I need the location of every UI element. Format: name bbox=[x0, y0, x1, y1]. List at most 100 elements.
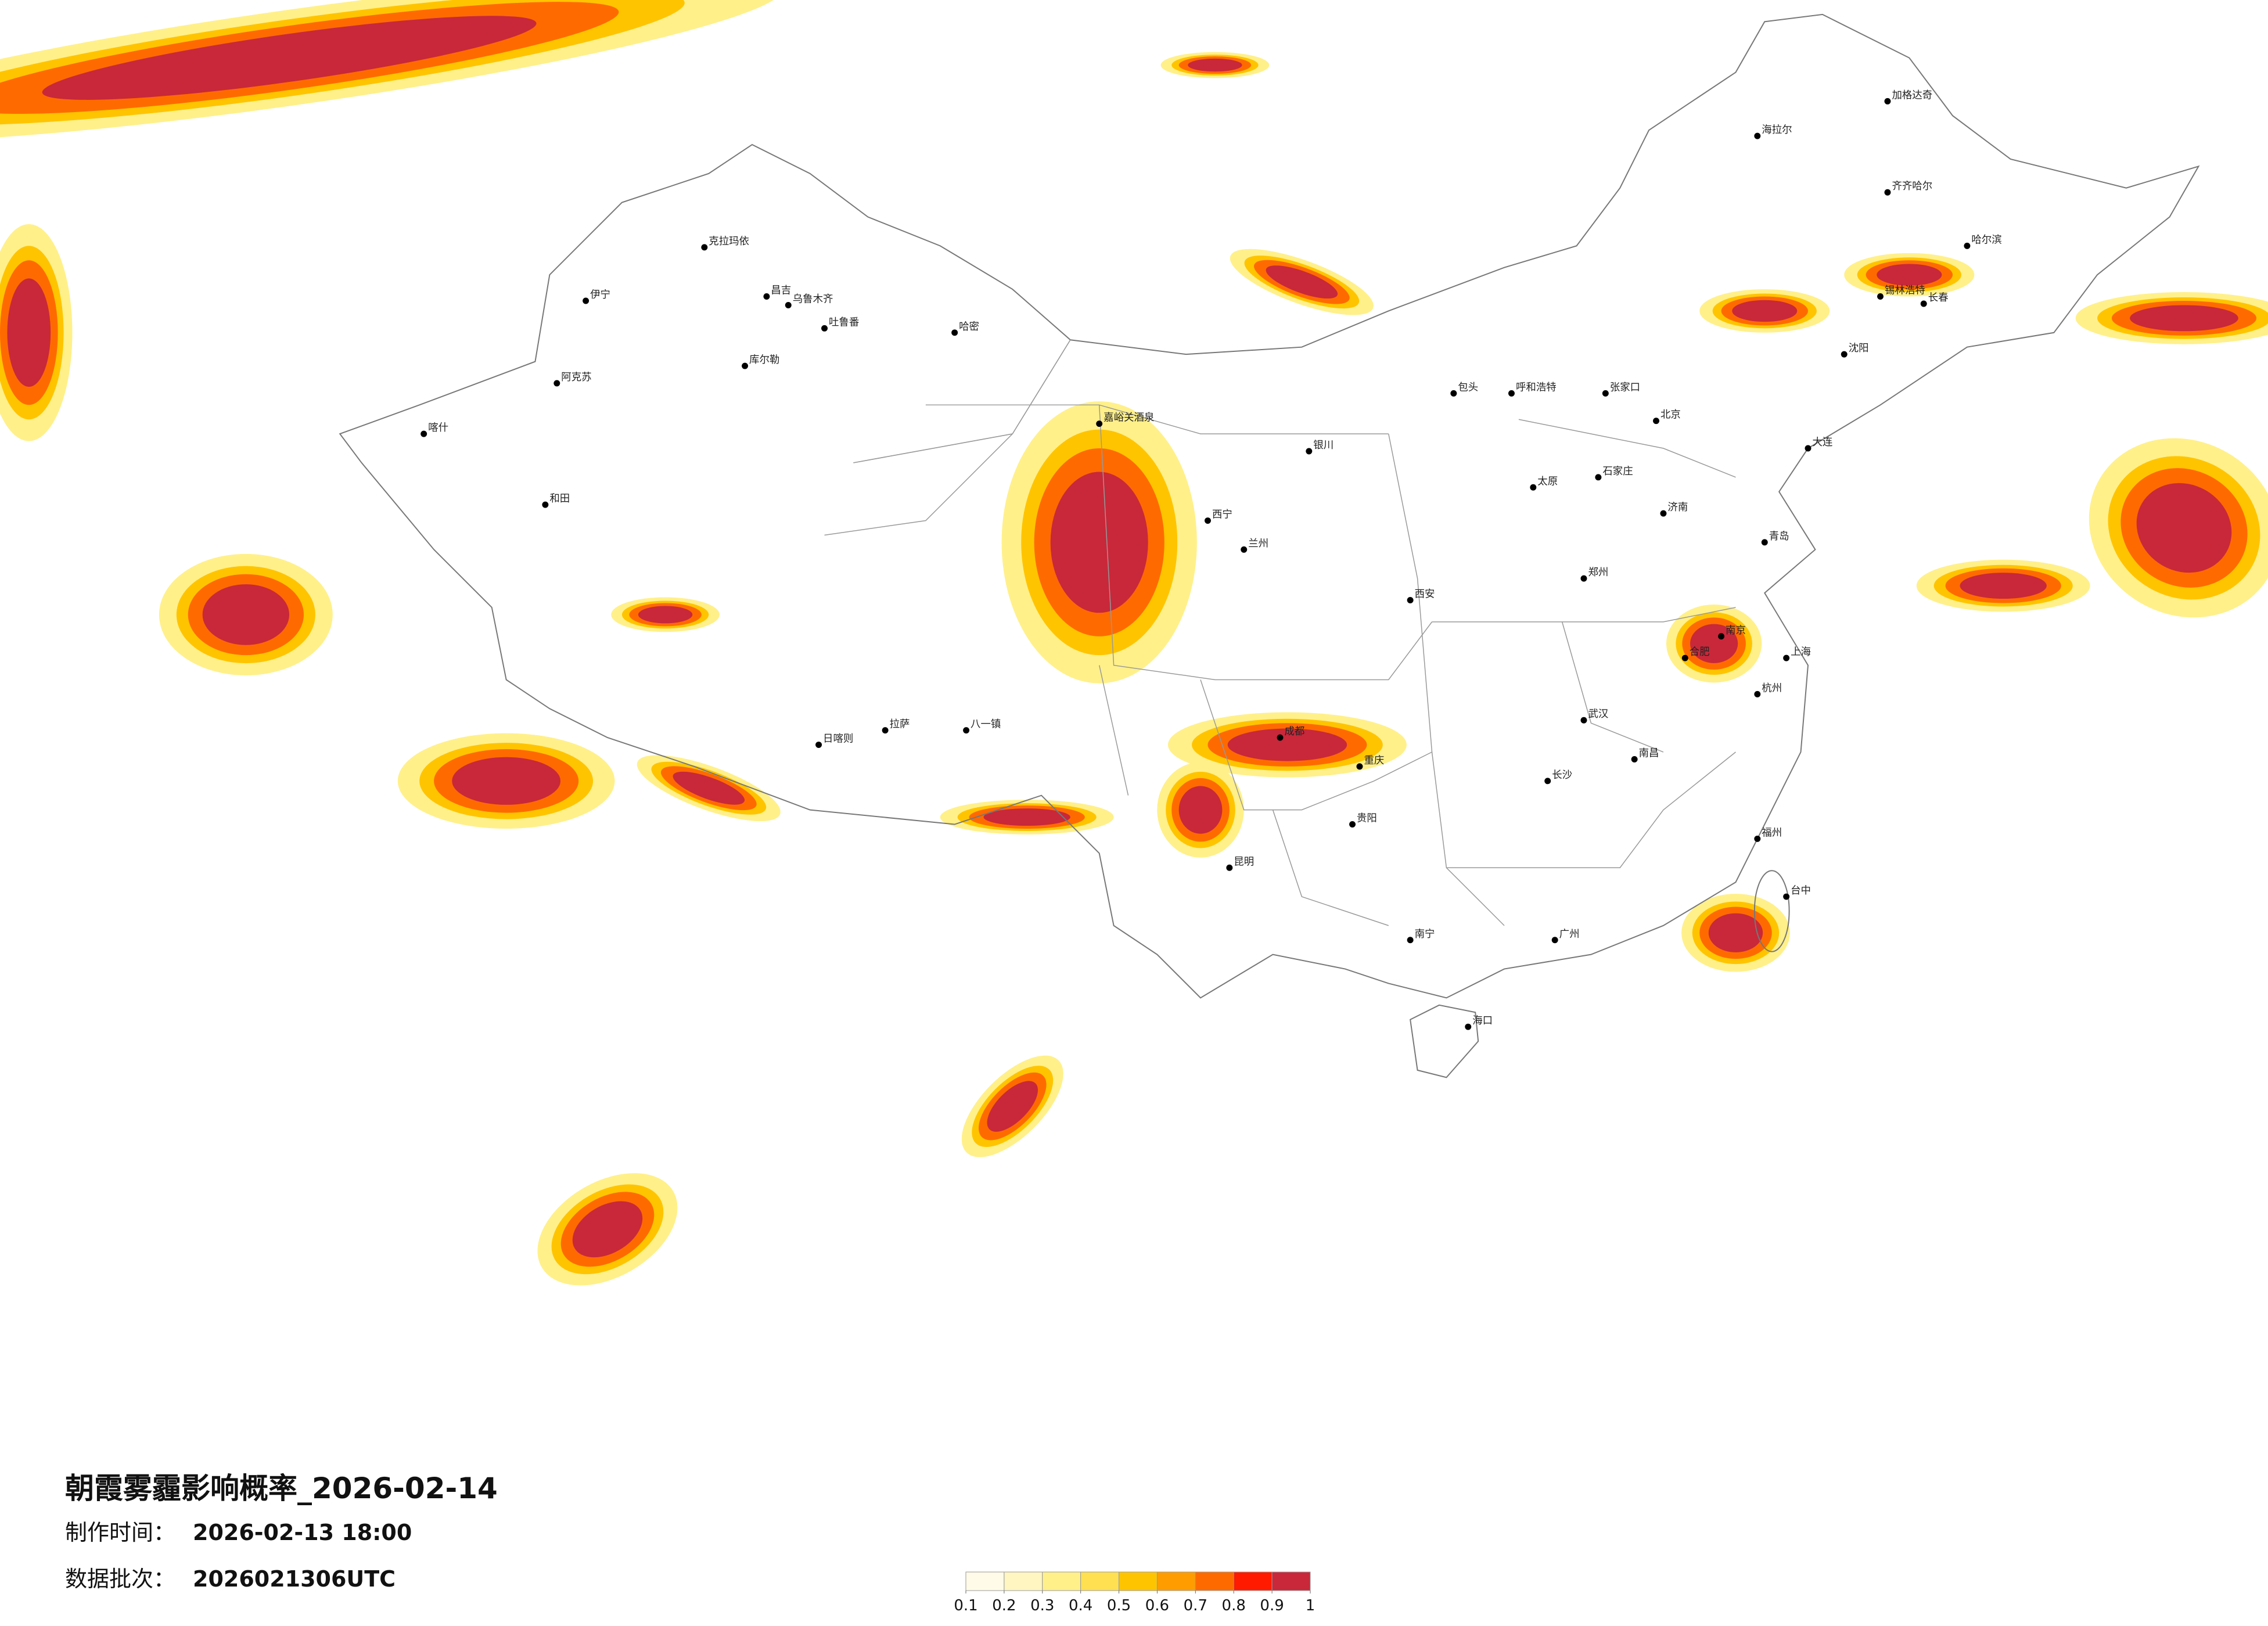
city-label: 包头 bbox=[1458, 382, 1478, 393]
city-dot bbox=[1602, 390, 1609, 397]
city-dot bbox=[1407, 597, 1414, 603]
city-dot bbox=[542, 501, 549, 508]
city-dot bbox=[882, 727, 889, 734]
legend-tick-label: 0.2 bbox=[992, 1597, 1016, 1614]
probability-field bbox=[0, 0, 2268, 1286]
probability-blob bbox=[987, 1081, 1038, 1132]
city-label: 长春 bbox=[1928, 292, 1949, 304]
city-dot bbox=[1096, 420, 1103, 427]
city-label: 杭州 bbox=[1762, 682, 1782, 694]
city-label: 北京 bbox=[1660, 409, 1681, 421]
city-dot bbox=[1718, 633, 1725, 640]
city-label: 长沙 bbox=[1552, 769, 1572, 781]
city-label: 南宁 bbox=[1415, 929, 1435, 940]
city-label: 上海 bbox=[1791, 646, 1811, 658]
legend-tick-label: 0.8 bbox=[1222, 1597, 1246, 1614]
hainan-border bbox=[1410, 1004, 1479, 1078]
probability-blob bbox=[452, 757, 561, 805]
city-dot bbox=[1241, 546, 1248, 553]
city-dot bbox=[420, 430, 427, 437]
city-label: 伊宁 bbox=[590, 289, 610, 301]
city-label: 武汉 bbox=[1588, 708, 1608, 720]
city-dot bbox=[1805, 445, 1811, 452]
city-label: 阿克苏 bbox=[561, 372, 591, 383]
city-dot bbox=[1631, 756, 1638, 762]
city-dot bbox=[1761, 539, 1768, 546]
city-label: 加格达奇 bbox=[1892, 89, 1932, 101]
probability-blob bbox=[572, 1201, 643, 1258]
city-label: 沈阳 bbox=[1849, 343, 1869, 354]
city-label: 济南 bbox=[1667, 502, 1688, 513]
city-label: 嘉峪关酒泉 bbox=[1104, 412, 1154, 424]
city-dot bbox=[1783, 654, 1790, 661]
city-label: 和田 bbox=[549, 493, 570, 505]
city-label: 呼和浩特 bbox=[1516, 382, 1557, 393]
legend-tick-label: 1 bbox=[1306, 1597, 1315, 1614]
city-dot bbox=[1580, 717, 1587, 724]
legend-swatch bbox=[1271, 1571, 1311, 1591]
city-dot bbox=[1595, 474, 1602, 481]
city-dot bbox=[1653, 418, 1659, 425]
city-label: 银川 bbox=[1313, 440, 1334, 451]
city-dot bbox=[1754, 835, 1761, 842]
city-dot bbox=[1580, 575, 1587, 582]
province-borders bbox=[824, 339, 1736, 926]
probability-blob bbox=[202, 584, 290, 645]
city-dot bbox=[1407, 937, 1414, 944]
city-dot bbox=[763, 293, 770, 300]
legend-tick-label: 0.3 bbox=[1030, 1597, 1054, 1614]
city-dot bbox=[1205, 517, 1211, 524]
legend-tick-label: 0.4 bbox=[1069, 1597, 1092, 1614]
legend: 0.1 0.2 0.3 0.4 0.5 0.6 0.7 0.8 0.9 1 bbox=[954, 1571, 1315, 1614]
city-dot bbox=[1884, 189, 1891, 196]
production-label: 制作时间： bbox=[65, 1520, 175, 1545]
probability-blob bbox=[673, 771, 745, 805]
city-label: 南京 bbox=[1726, 625, 1746, 636]
probability-blob bbox=[1178, 786, 1223, 834]
legend-tick-label: 0.1 bbox=[954, 1597, 977, 1614]
city-dot bbox=[1465, 1023, 1472, 1030]
city-dot bbox=[553, 380, 560, 387]
city-label: 库尔勒 bbox=[749, 354, 779, 366]
probability-blob bbox=[1690, 624, 1738, 663]
city-dot bbox=[1508, 390, 1515, 397]
city-dot bbox=[1964, 242, 1971, 249]
probability-blob bbox=[42, 16, 537, 100]
city-label: 大连 bbox=[1812, 437, 1832, 448]
city-label: 台中 bbox=[1791, 885, 1811, 897]
city-label: 重庆 bbox=[1364, 755, 1384, 767]
city-dot bbox=[1754, 132, 1761, 139]
legend-swatch bbox=[1004, 1571, 1043, 1591]
city-label: 锡林浩特 bbox=[1885, 285, 1925, 297]
legend-tick-label: 0.7 bbox=[1184, 1597, 1207, 1614]
city-dot bbox=[1783, 893, 1790, 900]
city-label: 福州 bbox=[1762, 827, 1782, 839]
city-label: 齐齐哈尔 bbox=[1892, 181, 1932, 192]
legend-swatch bbox=[1042, 1571, 1081, 1591]
city-dot bbox=[821, 325, 828, 332]
probability-blob bbox=[2130, 305, 2238, 332]
city-label: 广州 bbox=[1559, 929, 1580, 940]
city-label: 克拉玛依 bbox=[709, 236, 749, 247]
legend-tick-label: 0.9 bbox=[1260, 1597, 1284, 1614]
city-label: 南昌 bbox=[1639, 747, 1659, 759]
city-dot bbox=[1877, 293, 1884, 300]
city-label: 张家口 bbox=[1610, 382, 1640, 393]
city-dot bbox=[1841, 351, 1848, 358]
production-value: 2026-02-13 18:00 bbox=[193, 1520, 412, 1545]
legend-swatch bbox=[1195, 1571, 1234, 1591]
legend-swatch bbox=[1156, 1571, 1196, 1591]
city-dot bbox=[815, 742, 822, 749]
city-label: 拉萨 bbox=[890, 719, 910, 731]
city-dot bbox=[1349, 821, 1356, 828]
city-dot bbox=[951, 329, 958, 336]
city-dot bbox=[1754, 690, 1761, 697]
city-label: 合肥 bbox=[1690, 646, 1710, 658]
city-label: 郑州 bbox=[1588, 567, 1608, 578]
city-label: 兰州 bbox=[1248, 538, 1268, 549]
city-label: 西宁 bbox=[1212, 509, 1232, 521]
probability-blob bbox=[1227, 728, 1347, 761]
batch-value: 2026021306UTC bbox=[193, 1566, 396, 1592]
city-label: 八一镇 bbox=[971, 719, 1001, 731]
